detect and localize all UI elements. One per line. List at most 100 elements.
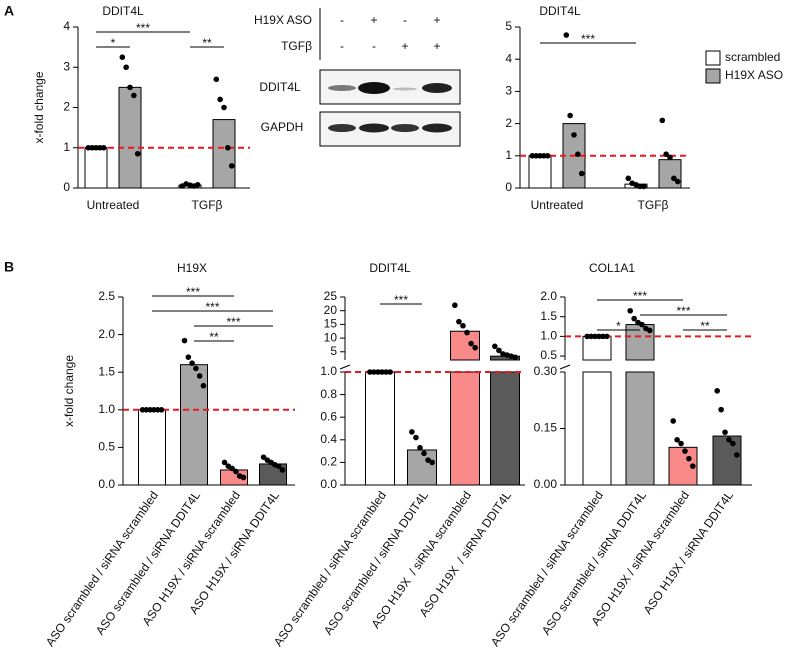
significance-label: ***	[226, 315, 240, 329]
data-point	[571, 132, 577, 138]
y-tick-label: 2	[505, 116, 512, 130]
x-tick-label: ASO H19X / siRNA DDIT4L	[640, 488, 736, 616]
data-point	[225, 144, 231, 151]
panel-label: B	[4, 259, 14, 275]
y-tick-label: 20	[324, 303, 338, 317]
data-point	[229, 465, 235, 472]
data-point	[496, 347, 502, 354]
significance-label: ***	[394, 293, 408, 307]
data-point	[663, 151, 669, 157]
data-point	[97, 144, 103, 151]
data-point	[726, 437, 732, 443]
x-tick-label: TGFβ	[192, 198, 223, 212]
data-point	[460, 322, 466, 329]
data-point	[189, 360, 195, 366]
significance-label: ***	[186, 285, 200, 299]
significance-label: ***	[581, 32, 595, 46]
blot-sign: -	[340, 39, 344, 53]
data-point	[100, 144, 107, 151]
significance-label: *	[111, 36, 116, 50]
data-point	[379, 369, 385, 375]
data-point	[468, 340, 474, 347]
data-point	[670, 418, 676, 424]
blot-sign: -	[403, 13, 407, 27]
data-point	[625, 175, 632, 182]
data-point	[563, 32, 570, 38]
data-point	[181, 337, 188, 344]
data-point	[413, 434, 419, 441]
data-point	[678, 440, 684, 447]
data-point	[196, 373, 203, 379]
data-point	[537, 153, 543, 159]
data-point	[734, 452, 740, 458]
significance-label: **	[209, 330, 219, 344]
data-point	[217, 96, 223, 103]
western-blot: H19X ASO TGFβ DDIT4L GAPDH	[254, 8, 461, 147]
bar	[259, 463, 287, 486]
data-point	[93, 144, 99, 151]
data-point	[722, 429, 728, 436]
y-tick-label: 0.8	[320, 387, 337, 401]
data-point	[158, 407, 165, 413]
data-point	[674, 437, 680, 443]
legend-swatch	[705, 50, 721, 66]
data-point	[127, 84, 133, 91]
data-point	[275, 463, 282, 470]
x-tick-label: Untreated	[531, 198, 584, 212]
legend-swatch	[705, 68, 721, 84]
data-point	[627, 307, 633, 314]
significance-label: ***	[205, 300, 219, 314]
data-point	[221, 104, 227, 111]
y-tick-label: 1.0	[98, 402, 115, 416]
chart-title: DDIT4L	[539, 4, 581, 18]
bar	[138, 409, 166, 486]
data-point	[371, 369, 377, 375]
y-tick-label: 0.4	[320, 432, 337, 446]
blot-row-label: H19X ASO	[254, 13, 312, 27]
significance-label: ***	[676, 304, 690, 318]
data-point	[640, 183, 647, 190]
significance-label: ***	[136, 21, 150, 35]
y-tick-label: 5	[330, 344, 337, 358]
data-point	[387, 369, 393, 375]
data-point	[639, 321, 645, 328]
blot-band	[422, 83, 452, 93]
blot-band	[328, 124, 356, 132]
data-point	[85, 144, 92, 151]
data-point	[512, 354, 518, 361]
blot-band	[358, 82, 390, 94]
x-tick-label: Untreated	[87, 198, 140, 212]
data-point	[647, 327, 653, 334]
data-point	[464, 329, 470, 336]
bar	[180, 364, 208, 486]
blot-band	[359, 123, 389, 133]
blot-band-label: GAPDH	[261, 120, 304, 134]
data-point	[240, 474, 247, 481]
x-tick-label: TGFβ	[638, 198, 669, 212]
y-tick-label: 0	[505, 180, 512, 194]
chart-title: COL1A1	[589, 261, 635, 275]
y-tick-label: 0.6	[320, 409, 337, 423]
y-tick-label: 3	[63, 59, 70, 73]
blot-band	[328, 85, 356, 91]
significance-label: **	[700, 319, 710, 333]
data-point	[730, 440, 736, 447]
data-point	[674, 178, 681, 185]
chart-title: DDIT4L	[369, 261, 411, 275]
bar	[450, 371, 480, 486]
data-point	[714, 388, 720, 394]
bar	[712, 435, 742, 486]
data-point	[213, 76, 220, 83]
data-point	[529, 153, 536, 159]
data-point	[604, 333, 610, 340]
data-point	[690, 463, 696, 469]
bar	[118, 86, 142, 189]
data-point	[89, 144, 95, 151]
significance-label: *	[616, 319, 621, 333]
data-point	[375, 369, 381, 375]
data-point	[221, 459, 228, 466]
blot-band-label: DDIT4L	[259, 80, 301, 94]
y-tick-label: 10	[324, 330, 338, 344]
data-point	[596, 333, 602, 340]
data-point	[682, 448, 688, 454]
